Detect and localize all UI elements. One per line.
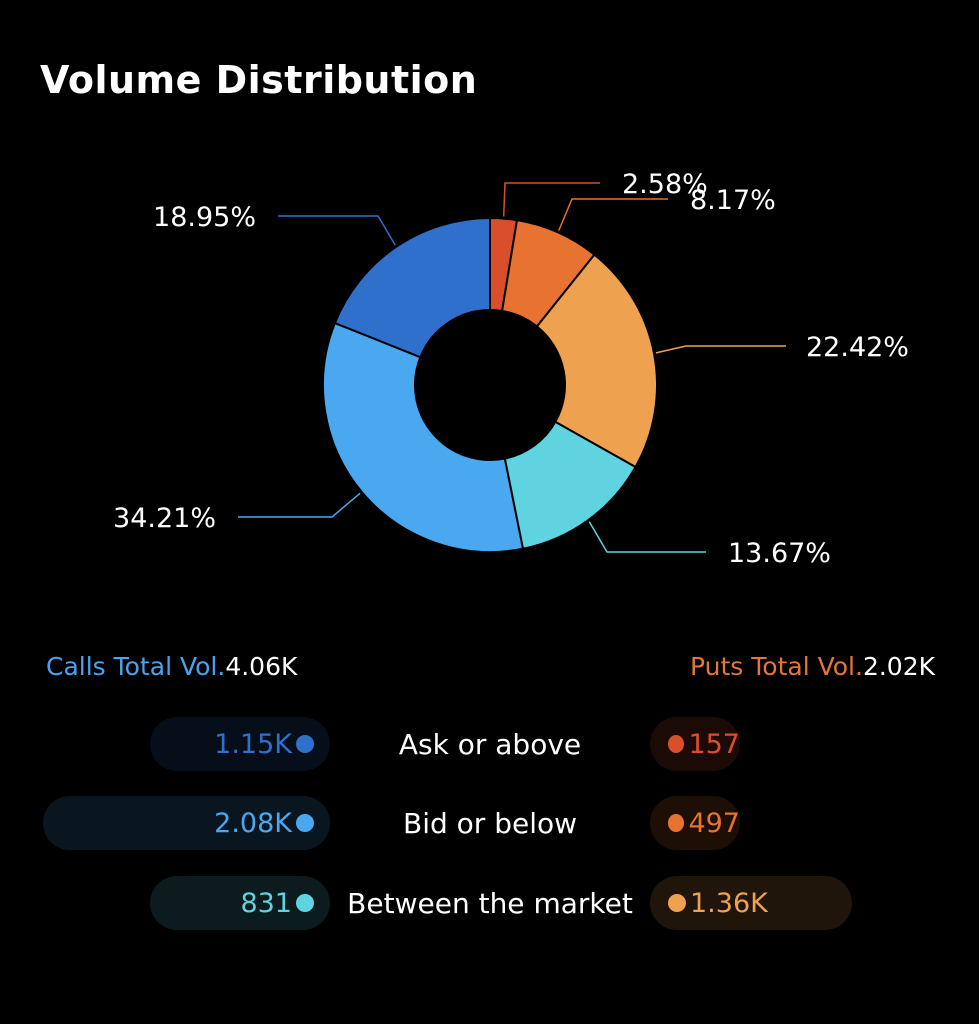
calls-total: Calls Total Vol.4.06K bbox=[46, 652, 297, 681]
puts-total-label: Puts Total Vol. bbox=[690, 652, 863, 681]
puts-volume-value: 497 bbox=[688, 807, 740, 839]
volume-row: 2.08K Bid or below 497 bbox=[0, 796, 979, 850]
puts-volume-value: 1.36K bbox=[690, 887, 768, 919]
calls-volume-bar: 2.08K bbox=[43, 796, 330, 850]
puts-volume-bar: 497 bbox=[650, 796, 740, 850]
puts-total: Puts Total Vol.2.02K bbox=[690, 652, 935, 681]
chart-title: Volume Distribution bbox=[40, 58, 478, 102]
puts-dot-icon bbox=[668, 735, 685, 753]
calls-total-label: Calls Total Vol. bbox=[46, 652, 226, 681]
slice-percent-label: 34.21% bbox=[113, 503, 216, 534]
calls-volume-value: 1.15K bbox=[214, 728, 292, 760]
calls-volume-value: 2.08K bbox=[214, 807, 292, 839]
donut-slice bbox=[535, 253, 658, 469]
slice-leader-line bbox=[502, 182, 600, 217]
slice-leader-line bbox=[558, 198, 668, 231]
volume-row: 831 Between the market 1.36K bbox=[0, 876, 979, 930]
slice-leader-line bbox=[238, 492, 361, 518]
calls-total-value: 4.06K bbox=[225, 652, 298, 681]
puts-volume-value: 157 bbox=[688, 728, 740, 760]
donut-slice bbox=[333, 216, 491, 359]
calls-dot-icon bbox=[296, 735, 314, 753]
slice-leader-line bbox=[588, 521, 706, 553]
donut-slice bbox=[503, 420, 637, 550]
donut-chart: 2.58%8.17% 22.42% 13.67% 34.21% 18.95% bbox=[113, 169, 909, 569]
slice-percent-label: 13.67% bbox=[728, 538, 831, 569]
puts-dot-icon bbox=[668, 814, 685, 832]
calls-volume-bar: 831 bbox=[150, 876, 330, 930]
slice-percent-label: 22.42% bbox=[806, 332, 909, 363]
slice-percent-label: 18.95% bbox=[153, 202, 256, 233]
slice-percent-label: 8.17% bbox=[690, 185, 776, 216]
puts-total-value: 2.02K bbox=[862, 652, 935, 681]
calls-dot-icon bbox=[295, 814, 314, 832]
puts-dot-icon bbox=[668, 894, 686, 912]
volume-category-label: Between the market bbox=[347, 886, 633, 920]
slice-leader-line bbox=[278, 215, 396, 246]
calls-volume-bar: 1.15K bbox=[150, 717, 330, 771]
volume-category-label: Ask or above bbox=[398, 727, 582, 761]
calls-volume-value: 831 bbox=[240, 887, 292, 919]
puts-volume-bar: 1.36K bbox=[650, 876, 852, 930]
slice-leader-line bbox=[655, 345, 786, 354]
volume-row: 1.15K Ask or above 157 bbox=[0, 717, 979, 771]
puts-volume-bar: 157 bbox=[650, 717, 740, 771]
volume-category-label: Bid or below bbox=[402, 806, 577, 840]
calls-dot-icon bbox=[296, 894, 314, 912]
slice-percent-label: 2.58% bbox=[622, 169, 708, 200]
donut-slice bbox=[322, 321, 525, 553]
